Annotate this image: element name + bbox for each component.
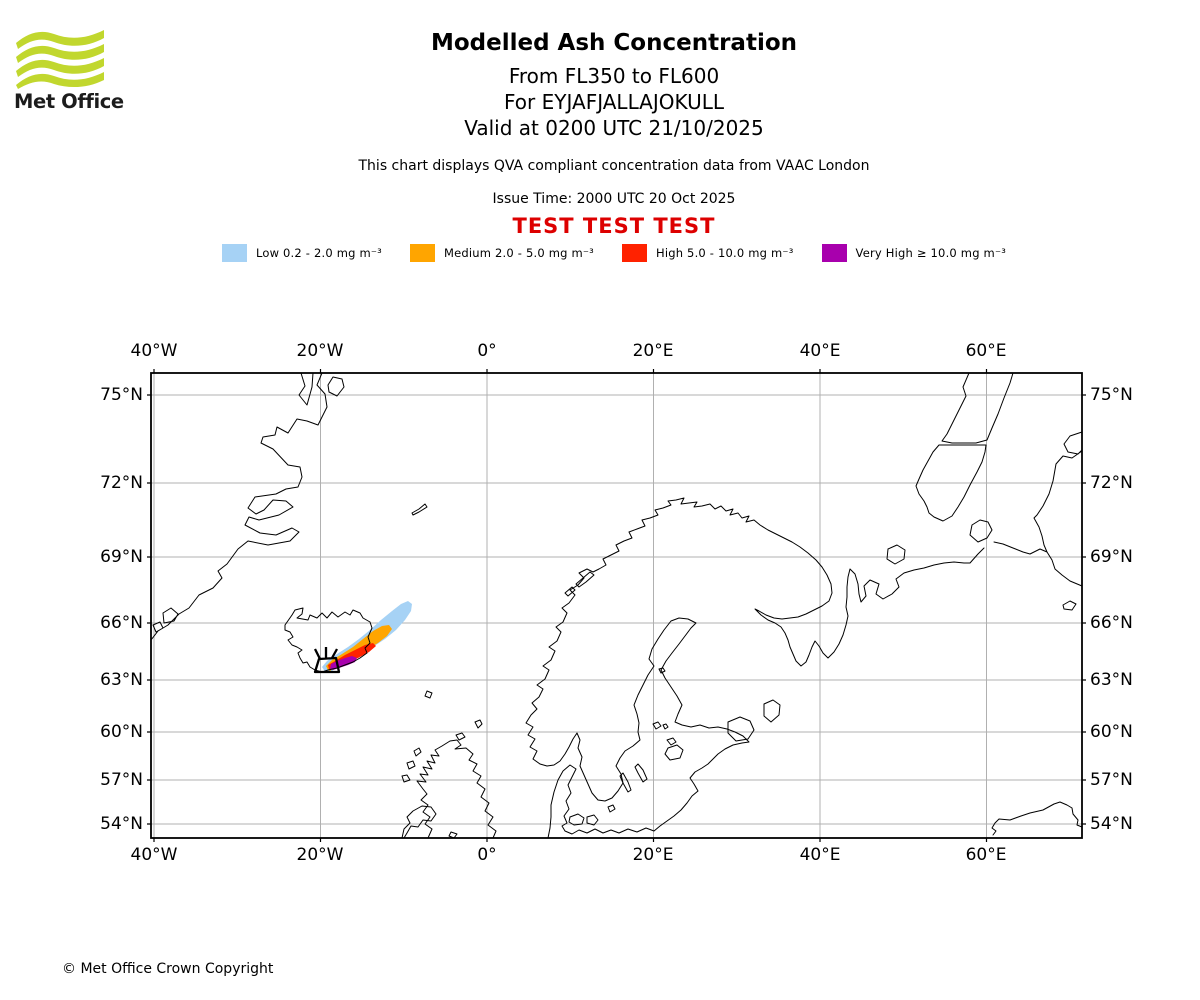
lat-tick-left-69n: 69°N [100, 547, 143, 567]
graticule-gridlines [151, 373, 1082, 838]
coastline-faroe [424, 690, 433, 699]
coastline-ireland [401, 805, 458, 839]
ash-plume [322, 601, 412, 673]
lat-tick-right-75n: 75°N [1090, 385, 1133, 405]
coastline-greenland [150, 372, 345, 641]
coastline-kolguyev [886, 544, 906, 565]
coastline-pechora-kara [993, 431, 1083, 587]
lat-tick-left-72n: 72°N [100, 473, 143, 493]
lat-tick-right-54n: 54°N [1090, 814, 1133, 834]
lat-tick-left-60n: 60°N [100, 722, 143, 742]
lat-tick-right-57n: 57°N [1090, 770, 1133, 790]
map-frame [150, 372, 1083, 839]
issue-time: Issue Time: 2000 UTC 20 Oct 2025 [492, 191, 736, 207]
page-title: Modelled Ash Concentration [430, 30, 798, 56]
lon-tick-top-20e: 20°E [632, 341, 674, 361]
lon-tick-top-20w: 20°W [296, 341, 344, 361]
lat-tick-right-72n: 72°N [1090, 473, 1133, 493]
lon-tick-bottom-40e: 40°E [799, 845, 841, 865]
lat-tick-left-66n: 66°N [100, 613, 143, 633]
legend-label-very-high: Very High ≥ 10.0 mg m⁻³ [855, 246, 1007, 260]
legend: Low 0.2 - 2.0 mg m⁻³ Medium 2.0 - 5.0 mg… [14, 243, 1200, 263]
subtitle-volcano: For EYJAFJALLAJOKULL [504, 90, 724, 114]
test-banner: TEST TEST TEST [512, 214, 716, 238]
map-container [146, 368, 1087, 843]
lon-tick-bottom-40w: 40°W [130, 845, 178, 865]
qva-compliance-note: This chart displays QVA compliant concen… [358, 158, 870, 174]
legend-item-very-high: Very High ≥ 10.0 mg m⁻³ [821, 244, 1007, 262]
lon-tick-top-40e: 40°E [799, 341, 841, 361]
legend-label-high: High 5.0 - 10.0 mg m⁻³ [655, 246, 794, 260]
volcano-source-marker [313, 647, 341, 674]
lon-tick-top-60e: 60°E [965, 341, 1007, 361]
subtitle-flight-levels: From FL350 to FL600 [508, 64, 720, 88]
lon-tick-top-40w: 40°W [130, 341, 178, 361]
coastline-southeast-corner [991, 600, 1083, 836]
coastlines [150, 372, 1083, 839]
legend-swatch-very-high [821, 244, 847, 262]
coastline-scotland [416, 739, 497, 839]
coastline-danish-islands [568, 804, 616, 826]
legend-swatch-high [621, 244, 647, 262]
copyright-note: © Met Office Crown Copyright [62, 961, 274, 977]
axis-tick-marks [147, 369, 1086, 842]
coastline-lakes-ladoga-onega [727, 699, 781, 742]
legend-label-medium: Medium 2.0 - 5.0 mg m⁻³ [443, 246, 594, 260]
lat-tick-left-54n: 54°N [100, 814, 143, 834]
lon-tick-bottom-20w: 20°W [296, 845, 344, 865]
lat-tick-right-66n: 66°N [1090, 613, 1133, 633]
lat-tick-right-63n: 63°N [1090, 670, 1133, 690]
lon-tick-bottom-60e: 60°E [965, 845, 1007, 865]
coastline-scotland-islands [401, 719, 483, 783]
lat-tick-left-75n: 75°N [100, 385, 143, 405]
legend-swatch-low [221, 244, 247, 262]
legend-item-medium: Medium 2.0 - 5.0 mg m⁻³ [409, 244, 594, 262]
coastline-baltic-islands [619, 667, 684, 793]
legend-item-low: Low 0.2 - 2.0 mg m⁻³ [221, 244, 382, 262]
met-office-logo-text: Met Office [14, 90, 124, 113]
coastline-baltic-loop [539, 617, 750, 839]
coastline-lofoten [564, 571, 595, 597]
lon-tick-bottom-0: 0° [477, 845, 497, 865]
met-office-logo-waves-icon [16, 30, 104, 89]
legend-label-low: Low 0.2 - 2.0 mg m⁻³ [255, 246, 382, 260]
coastline-iceland [284, 607, 373, 673]
map-canvas [147, 369, 1086, 842]
coastline-norway-kola-whitesea [525, 497, 985, 765]
lon-tick-bottom-20e: 20°E [632, 845, 674, 865]
legend-item-high: High 5.0 - 10.0 mg m⁻³ [621, 244, 794, 262]
coastline-jan-mayen [411, 503, 428, 516]
lon-tick-top-0: 0° [477, 341, 497, 361]
lat-tick-left-57n: 57°N [100, 770, 143, 790]
lat-tick-left-63n: 63°N [100, 670, 143, 690]
subtitle-valid-time: Valid at 0200 UTC 21/10/2025 [464, 116, 764, 140]
legend-swatch-medium [409, 244, 435, 262]
lat-tick-right-69n: 69°N [1090, 547, 1133, 567]
coastline-novaya-zemlya [915, 372, 1014, 543]
lat-tick-right-60n: 60°N [1090, 722, 1133, 742]
